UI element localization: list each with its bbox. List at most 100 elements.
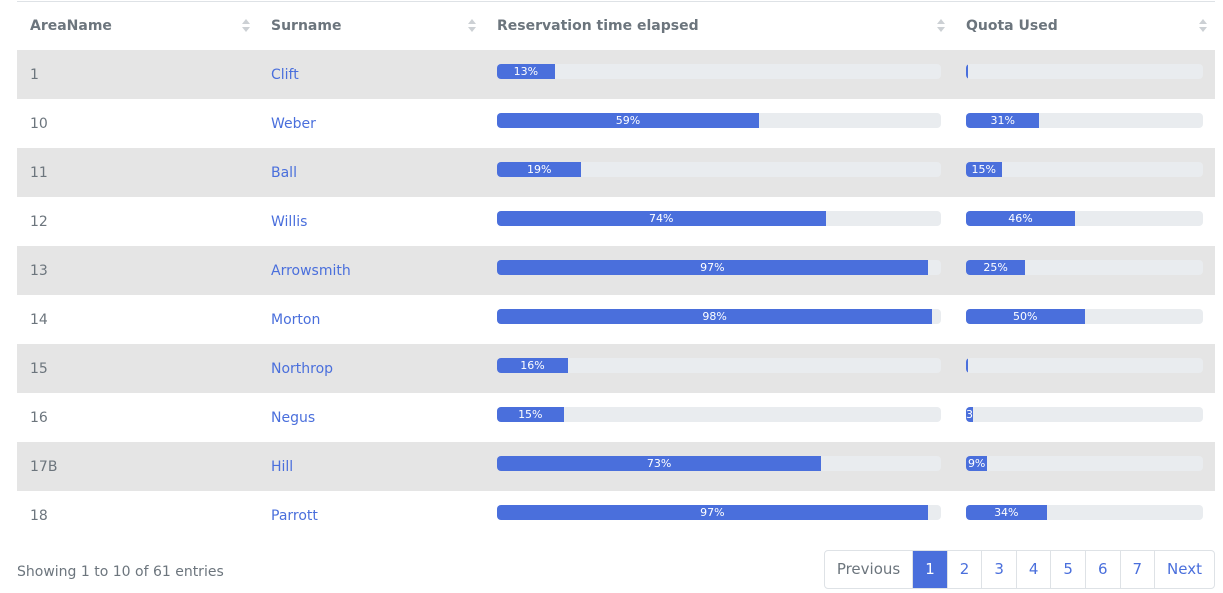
progress-bar: 13% (497, 64, 555, 79)
next-button[interactable]: Next (1154, 551, 1214, 588)
progress-label: 3% (966, 408, 973, 421)
page-button[interactable]: 5 (1050, 551, 1085, 588)
area-cell: 12 (30, 213, 48, 230)
page-button[interactable]: 2 (946, 551, 982, 588)
table-row: 18 Parrott 97% 34% (17, 491, 1215, 540)
table-row: 13 Arrowsmith 97% 25% (17, 246, 1215, 295)
progress-bar: 74% (497, 211, 826, 226)
surname-cell[interactable]: Northrop (271, 360, 334, 377)
column-header[interactable]: Surname (258, 2, 484, 51)
surname-cell[interactable]: Negus (271, 409, 316, 426)
progress-track: 3% (966, 407, 1203, 422)
progress-bar: 50% (966, 309, 1085, 324)
table-row: 10 Weber 59% 31% (17, 99, 1215, 148)
progress-label: 13% (513, 65, 539, 78)
elapsed-cell: 59% (484, 99, 953, 148)
page-button[interactable]: 1 (912, 551, 947, 588)
quota-cell: 46% (953, 197, 1215, 246)
area-cell: 13 (30, 262, 48, 279)
progress-track: 46% (966, 211, 1203, 226)
surname-cell[interactable]: Morton (271, 311, 321, 328)
quota-cell: 15% (953, 148, 1215, 197)
progress-label: 19% (526, 163, 552, 176)
progress-bar (966, 358, 969, 373)
progress-track: 13% (497, 64, 941, 79)
progress-label: 98% (702, 310, 727, 323)
previous-button[interactable]: Previous (836, 560, 901, 578)
table-row: 15 Northrop 16% (17, 344, 1215, 393)
page-button[interactable]: 7 (1119, 551, 1155, 588)
column-header[interactable]: Quota Used (953, 2, 1215, 51)
sort-icon[interactable] (242, 19, 250, 33)
progress-bar: 59% (497, 113, 759, 128)
page-button[interactable]: 6 (1084, 551, 1120, 588)
column-header[interactable]: AreaName (17, 2, 258, 51)
header-row: AreaName Surname Reservation time elapsed Q… (17, 2, 1215, 51)
surname-cell[interactable]: Parrott (271, 507, 318, 524)
surname-cell[interactable]: Weber (271, 115, 316, 132)
area-cell: 14 (30, 311, 48, 328)
progress-bar: 34% (966, 505, 1047, 520)
progress-bar: 98% (497, 309, 933, 324)
progress-track: 9% (966, 456, 1203, 471)
surname-cell[interactable]: Ball (271, 164, 297, 181)
elapsed-cell: 73% (484, 442, 953, 491)
progress-track: 74% (497, 211, 941, 226)
page-button[interactable]: 4 (1015, 551, 1051, 588)
progress-bar: 15% (497, 407, 564, 422)
progress-bar: 15% (966, 162, 1002, 177)
quota-cell: 50% (953, 295, 1215, 344)
elapsed-cell: 15% (484, 393, 953, 442)
progress-label: 31% (990, 114, 1015, 127)
column-header[interactable]: Reservation time elapsed (484, 2, 953, 51)
progress-bar: 19% (497, 162, 582, 177)
progress-bar: 73% (497, 456, 822, 471)
quota-cell (953, 50, 1215, 99)
progress-track: 15% (497, 407, 941, 422)
sort-icon[interactable] (468, 19, 476, 33)
progress-track: 25% (966, 260, 1203, 275)
progress-track: 31% (966, 113, 1203, 128)
progress-label: 73% (646, 457, 672, 470)
area-cell: 15 (30, 360, 48, 377)
surname-cell[interactable]: Arrowsmith (271, 262, 351, 279)
surname-cell[interactable]: Hill (271, 458, 294, 475)
progress-bar: 46% (966, 211, 1076, 226)
progress-bar: 97% (497, 505, 928, 520)
surname-cell[interactable]: Clift (271, 66, 299, 83)
table-row: 1 Clift 13% (17, 50, 1215, 99)
table-body: 1 Clift 13% 10 Weber 59% 31% 11 Ball 19% 15% 12 Will… (17, 50, 1215, 540)
progress-bar: 97% (497, 260, 928, 275)
area-cell: 10 (30, 115, 48, 132)
pagination: Previous 1 2 3 4 5 6 7 Next (823, 550, 1215, 589)
progress-track: 19% (497, 162, 941, 177)
progress-track (966, 64, 1203, 79)
area-cell: 16 (30, 409, 48, 426)
page-button[interactable]: 3 (981, 551, 1016, 588)
area-cell: 18 (30, 507, 48, 524)
elapsed-cell: 98% (484, 295, 953, 344)
progress-label: 74% (649, 212, 674, 225)
quota-cell: 34% (953, 491, 1215, 540)
progress-label: 15% (518, 408, 543, 421)
progress-label: 34% (994, 506, 1019, 519)
progress-label: 97% (700, 506, 725, 519)
area-cell: 11 (30, 164, 48, 181)
quota-cell: 3% (953, 393, 1215, 442)
quota-cell: 25% (953, 246, 1215, 295)
progress-track: 34% (966, 505, 1203, 520)
progress-bar: 25% (966, 260, 1026, 275)
sort-icon[interactable] (937, 19, 945, 33)
elapsed-cell: 19% (484, 148, 953, 197)
quota-cell: 9% (953, 442, 1215, 491)
progress-label: 9% (967, 457, 986, 470)
surname-cell[interactable]: Willis (271, 213, 308, 230)
table-row: 16 Negus 15% 3% (17, 393, 1215, 442)
area-cell: 17B (30, 458, 58, 475)
table-row: 17B Hill 73% 9% (17, 442, 1215, 491)
table-row: 11 Ball 19% 15% (17, 148, 1215, 197)
progress-bar: 9% (966, 456, 988, 471)
sort-icon[interactable] (1199, 19, 1207, 33)
progress-label: 46% (1008, 212, 1033, 225)
entries-info: Showing 1 to 10 of 61 entries (17, 564, 224, 580)
